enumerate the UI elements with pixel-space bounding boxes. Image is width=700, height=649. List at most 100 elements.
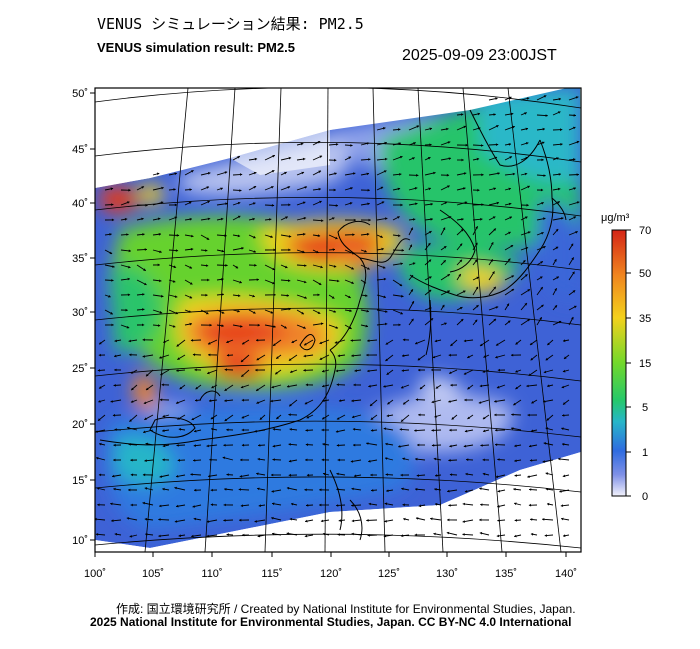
wind-arrowhead: [399, 428, 402, 431]
wind-arrowhead: [555, 246, 559, 250]
wind-arrowhead: [127, 201, 130, 204]
wind-arrowhead: [431, 400, 434, 404]
wind-arrowhead: [256, 472, 259, 476]
wind-arrowhead: [414, 429, 417, 432]
wind-arrowhead: [239, 280, 242, 284]
wind-arrowhead: [110, 400, 113, 403]
wind-arrowhead: [287, 186, 291, 189]
wind-arrowhead: [429, 276, 432, 279]
wind-arrowhead: [223, 503, 226, 507]
wind-arrowhead: [465, 143, 468, 147]
wind-arrowhead: [253, 171, 257, 175]
wind-arrowhead: [127, 293, 131, 297]
wind-arrowhead: [475, 286, 479, 290]
wind-arrowhead: [176, 234, 180, 237]
wind-arrowhead: [108, 294, 111, 298]
wind-arrowhead: [351, 399, 354, 403]
wind-arrowhead: [351, 519, 355, 523]
wind-arrowhead: [271, 204, 275, 207]
wind-arrowhead: [272, 444, 276, 448]
wind-arrowhead: [142, 501, 145, 505]
wind-arrowhead: [172, 280, 176, 283]
wind-arrowhead: [321, 428, 324, 432]
wind-arrowhead: [459, 259, 462, 263]
wind-arrowhead: [433, 171, 436, 175]
wind-arrowhead: [305, 458, 308, 462]
wind-arrowhead: [495, 475, 499, 478]
wind-arrowhead: [383, 427, 387, 431]
wind-arrowhead: [238, 294, 241, 297]
wind-arrowhead: [317, 234, 321, 237]
wind-arrowhead: [259, 417, 263, 420]
wind-arrowhead: [335, 143, 339, 146]
wind-arrowhead: [111, 279, 114, 282]
wind-arrowhead: [145, 203, 148, 207]
wind-arrowhead: [506, 303, 509, 307]
timestamp: 2025-09-09 23:00JST: [402, 47, 557, 64]
wind-arrowhead: [288, 235, 292, 238]
wind-arrowhead: [443, 260, 446, 263]
concentration-field: [95, 88, 581, 552]
wind-arrowhead: [512, 172, 516, 176]
wind-arrowhead: [495, 306, 499, 309]
wind-arrowhead: [206, 186, 209, 189]
wind-arrowhead: [352, 415, 355, 419]
wind-arrowhead: [241, 246, 244, 250]
wind-arrowhead: [540, 287, 543, 290]
wind-arrowhead: [431, 444, 435, 447]
wind-arrowhead: [402, 457, 405, 461]
copyright-line: 2025 National Institute for Environmenta…: [90, 615, 572, 629]
wind-arrowhead: [448, 216, 452, 219]
wind-arrowhead: [526, 384, 529, 388]
wind-arrowhead: [317, 311, 321, 314]
wind-arrowhead: [306, 415, 310, 419]
wind-arrowhead: [194, 429, 197, 433]
wind-arrowhead: [410, 275, 413, 278]
latitude-labels: 50˚ 45˚ 40˚ 35˚ 30˚ 25˚ 20˚ 15˚ 10˚: [72, 88, 88, 547]
wind-arrowhead: [142, 308, 145, 311]
wind-arrowhead: [542, 127, 545, 131]
wind-arrowhead: [240, 504, 244, 508]
wind-arrowhead: [542, 518, 545, 521]
wind-arrowhead: [194, 488, 197, 492]
wind-arrowhead: [110, 187, 114, 191]
wind-arrowhead: [576, 140, 580, 144]
wind-arrowhead: [322, 442, 325, 446]
wind-arrowhead: [322, 369, 325, 373]
wind-arrowhead: [401, 419, 404, 422]
wind-arrowhead: [237, 309, 240, 313]
wind-arrowhead: [365, 324, 368, 328]
wind-arrowhead: [209, 399, 212, 403]
wind-arrowhead: [114, 354, 117, 358]
wind-arrowhead: [189, 188, 192, 191]
wind-arrowhead: [386, 372, 390, 375]
wind-arrowhead: [507, 258, 511, 262]
wind-arrowhead: [349, 309, 352, 313]
wind-arrowhead: [401, 369, 404, 372]
wind-arrowhead: [367, 534, 370, 537]
wind-arrowhead: [322, 532, 326, 536]
wind-arrowhead: [319, 488, 322, 492]
wind-arrowhead: [480, 217, 483, 221]
wind-arrowhead: [333, 265, 337, 268]
wind-arrowhead: [272, 532, 275, 536]
wind-arrowhead: [256, 388, 259, 391]
wind-arrowhead: [527, 475, 530, 478]
wind-arrowhead: [530, 357, 534, 361]
wind-arrowhead: [336, 383, 339, 387]
wind-arrowhead: [543, 400, 546, 403]
wind-arrowhead: [190, 247, 194, 251]
wind-arrowhead: [476, 157, 480, 161]
wind-arrowhead: [159, 356, 162, 359]
wind-arrowhead: [490, 259, 493, 262]
wind-arrowhead: [558, 320, 562, 324]
wind-arrowhead: [526, 97, 530, 100]
wind-arrowhead: [415, 487, 418, 491]
wind-arrowhead: [353, 172, 356, 175]
wind-arrowhead: [448, 353, 451, 357]
wind-arrowhead: [511, 427, 514, 430]
wind-arrowhead: [367, 202, 370, 206]
wind-arrowhead: [113, 458, 116, 462]
wind-arrowhead: [242, 342, 245, 345]
wind-arrowhead: [237, 215, 241, 219]
